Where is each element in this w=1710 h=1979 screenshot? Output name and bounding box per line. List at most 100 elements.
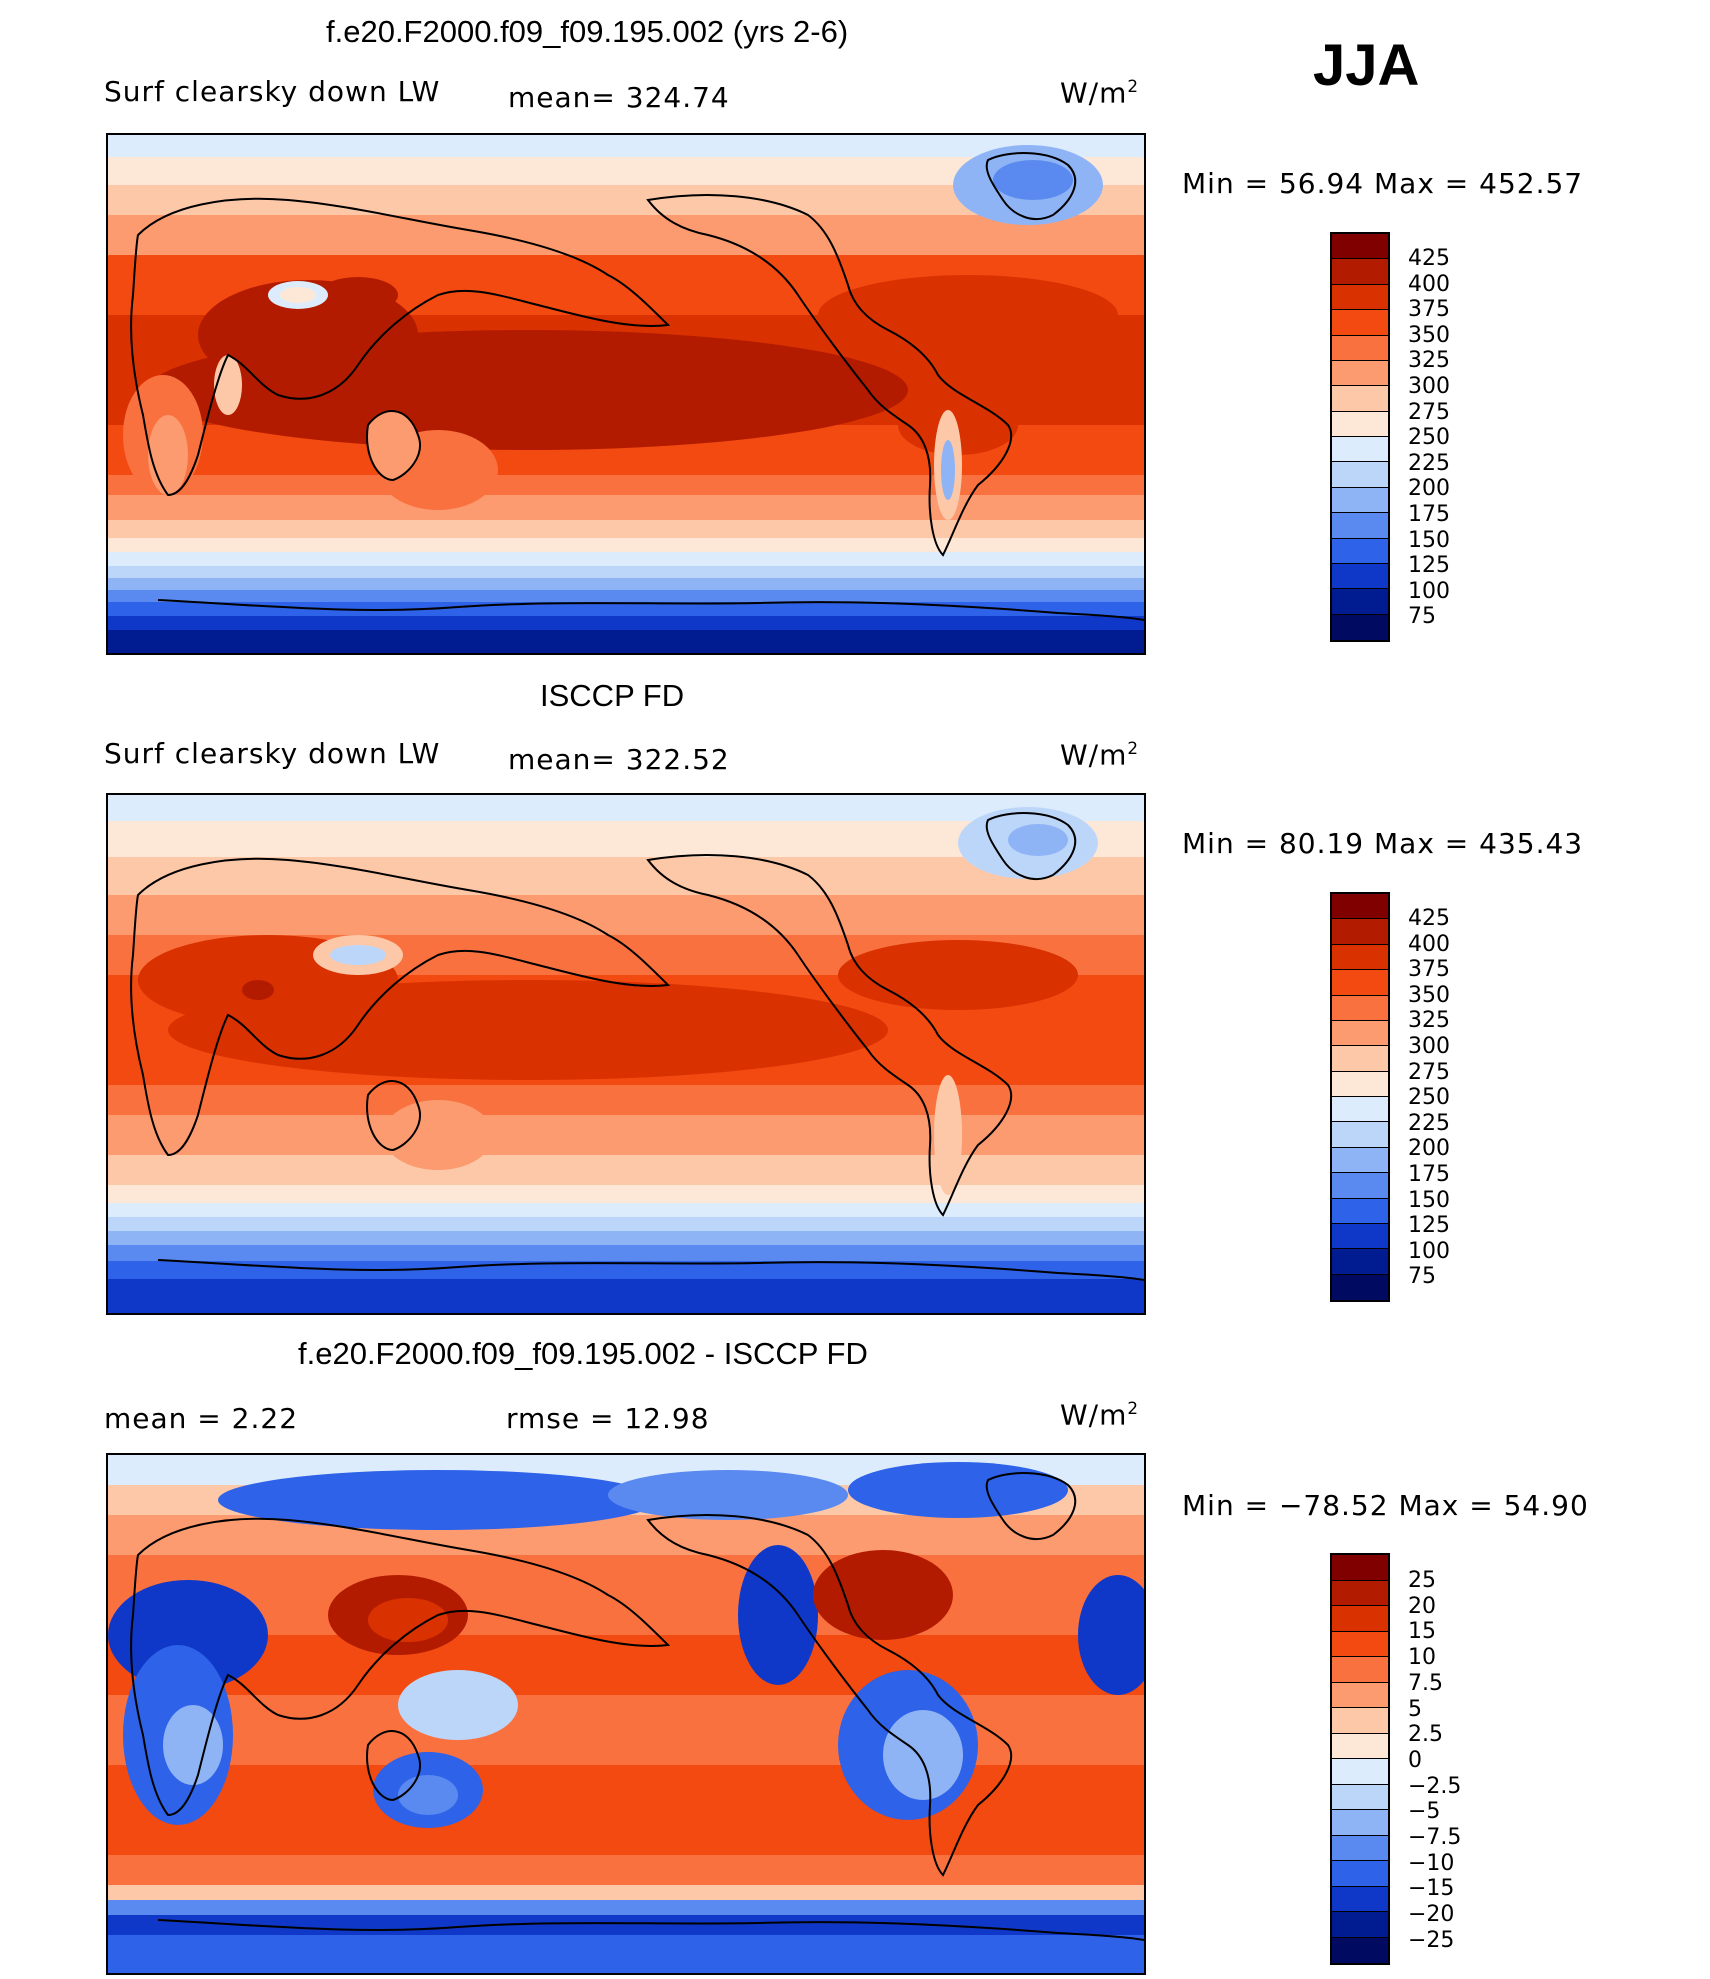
colorbar-segment [1332, 919, 1388, 945]
colorbar-tick-label: 25 [1408, 1568, 1436, 1593]
panel3-units-label: W/m2 [1060, 1398, 1140, 1432]
colorbar-tick-label: 75 [1408, 1264, 1436, 1290]
colorbar-segment [1332, 1682, 1388, 1708]
colorbar-segment [1332, 563, 1388, 590]
colorbar-segment [1332, 1147, 1388, 1174]
colorbar-segment [1332, 462, 1388, 488]
colorbar-tick-label: 325 [1408, 1008, 1450, 1034]
colorbar-tick-label: 2.5 [1408, 1722, 1443, 1748]
panel1-variable-label: Surf clearsky down LW [104, 75, 441, 108]
colorbar-segment [1332, 1810, 1388, 1836]
panel3-map-field [108, 1455, 1144, 1973]
colorbar-segment [1332, 1861, 1388, 1887]
colorbar-tick-label: 125 [1408, 553, 1450, 579]
colorbar-segment [1332, 1580, 1388, 1606]
colorbar-tick-label: −25 [1408, 1927, 1455, 1953]
colorbar-segment [1332, 310, 1388, 336]
colorbar-tick-label: 375 [1408, 957, 1450, 983]
colorbar-tick-label: 7.5 [1408, 1670, 1443, 1696]
colorbar-segment [1332, 360, 1388, 387]
colorbar-tick-label: 350 [1408, 982, 1450, 1008]
colorbar-tick-label: −5 [1408, 1799, 1441, 1825]
colorbar-segment [1332, 970, 1388, 996]
colorbar-segment [1332, 1784, 1388, 1810]
colorbar-tick-label: 200 [1408, 1136, 1450, 1162]
panel3-map [106, 1453, 1146, 1975]
colorbar-tick-label: −2.5 [1408, 1773, 1462, 1799]
colorbar-segment [1332, 259, 1388, 285]
colorbar-tick-label: 10 [1408, 1645, 1436, 1671]
colorbar-tick-label: 175 [1408, 1162, 1450, 1187]
colorbar-segment [1332, 1631, 1388, 1657]
colorbar-tick-label: −20 [1408, 1902, 1455, 1928]
colorbar-segment [1332, 614, 1388, 640]
colorbar-tick-label: −15 [1408, 1876, 1455, 1902]
panel3-rmse-label: rmse = 12.98 [506, 1402, 710, 1435]
colorbar-tick-label: 150 [1408, 527, 1450, 553]
colorbar-segment [1332, 284, 1388, 311]
panel3-minmax-label: Min = −78.52 Max = 54.90 [1182, 1489, 1589, 1522]
colorbar-tick-label: 20 [1408, 1593, 1436, 1619]
colorbar-segment [1332, 538, 1388, 564]
colorbar-segment [1332, 1835, 1388, 1861]
colorbar-tick-label: 225 [1408, 1110, 1450, 1136]
colorbar-segment [1332, 1198, 1388, 1224]
colorbar-tick-label: 225 [1408, 450, 1450, 476]
colorbar-segment [1332, 1097, 1388, 1123]
colorbar-segment [1332, 437, 1388, 463]
colorbar-segment [1332, 944, 1388, 971]
panel3-mean-label: mean = 2.22 [104, 1402, 299, 1435]
colorbar-tick-label: −10 [1408, 1850, 1455, 1876]
colorbar-segment [1332, 1733, 1388, 1759]
colorbar-segment [1332, 1606, 1388, 1632]
colorbar-segment [1332, 1886, 1388, 1912]
colorbar-segment [1332, 1912, 1388, 1938]
colorbar-tick-label: 400 [1408, 271, 1450, 297]
panel1-map [106, 133, 1146, 655]
colorbar-segment [1332, 1122, 1388, 1148]
colorbar-segment [1332, 487, 1388, 514]
colorbar-segment [1332, 1046, 1388, 1072]
colorbar-segment [1332, 1020, 1388, 1047]
panel1-minmax-label: Min = 56.94 Max = 452.57 [1182, 167, 1584, 200]
panel1-mean-label: mean= 324.74 [508, 81, 730, 114]
panel2-units-label: W/m2 [1060, 738, 1140, 772]
colorbar-tick-label: 0 [1408, 1747, 1422, 1773]
colorbar-tick-label: 100 [1408, 1238, 1450, 1264]
colorbar-segment [1332, 894, 1388, 920]
colorbar-tick-label: 5 [1408, 1696, 1422, 1722]
colorbar-tick-label: 100 [1408, 578, 1450, 604]
colorbar-tick-label: 325 [1408, 348, 1450, 374]
panel1-title: f.e20.F2000.f09_f09.195.002 (yrs 2-6) [326, 14, 849, 49]
colorbar-tick-label: 375 [1408, 297, 1450, 323]
colorbar-tick-label: 350 [1408, 322, 1450, 348]
colorbar-tick-label: 250 [1408, 1085, 1450, 1111]
colorbar-segment [1332, 1708, 1388, 1734]
colorbar-segment [1332, 386, 1388, 412]
colorbar-tick-label: 300 [1408, 1034, 1450, 1059]
colorbar-segment [1332, 1657, 1388, 1683]
colorbar-segment [1332, 234, 1388, 260]
colorbar-segment [1332, 1249, 1388, 1275]
panel1-units-label: W/m2 [1060, 76, 1140, 110]
panel1-colorbar [1330, 232, 1390, 642]
panel2-colorbar [1330, 892, 1390, 1302]
panel2-map [106, 793, 1146, 1315]
colorbar-tick-label: 400 [1408, 931, 1450, 957]
panel1-map-field [108, 135, 1144, 653]
colorbar-segment [1332, 1759, 1388, 1785]
colorbar-segment [1332, 411, 1388, 437]
colorbar-segment [1332, 1223, 1388, 1250]
season-label: JJA [1313, 33, 1420, 98]
panel2-mean-label: mean= 322.52 [508, 743, 730, 776]
colorbar-segment [1332, 1555, 1388, 1581]
colorbar-tick-label: 275 [1408, 1059, 1450, 1085]
panel2-minmax-label: Min = 80.19 Max = 435.43 [1182, 827, 1584, 860]
colorbar-tick-label: 275 [1408, 399, 1450, 425]
panel2-map-field [108, 795, 1144, 1313]
panel3-title: f.e20.F2000.f09_f09.195.002 - ISCCP FD [298, 1336, 868, 1371]
colorbar-tick-label: 250 [1408, 425, 1450, 451]
colorbar-segment [1332, 335, 1388, 361]
colorbar-segment [1332, 1937, 1388, 1963]
colorbar-segment [1332, 1274, 1388, 1300]
